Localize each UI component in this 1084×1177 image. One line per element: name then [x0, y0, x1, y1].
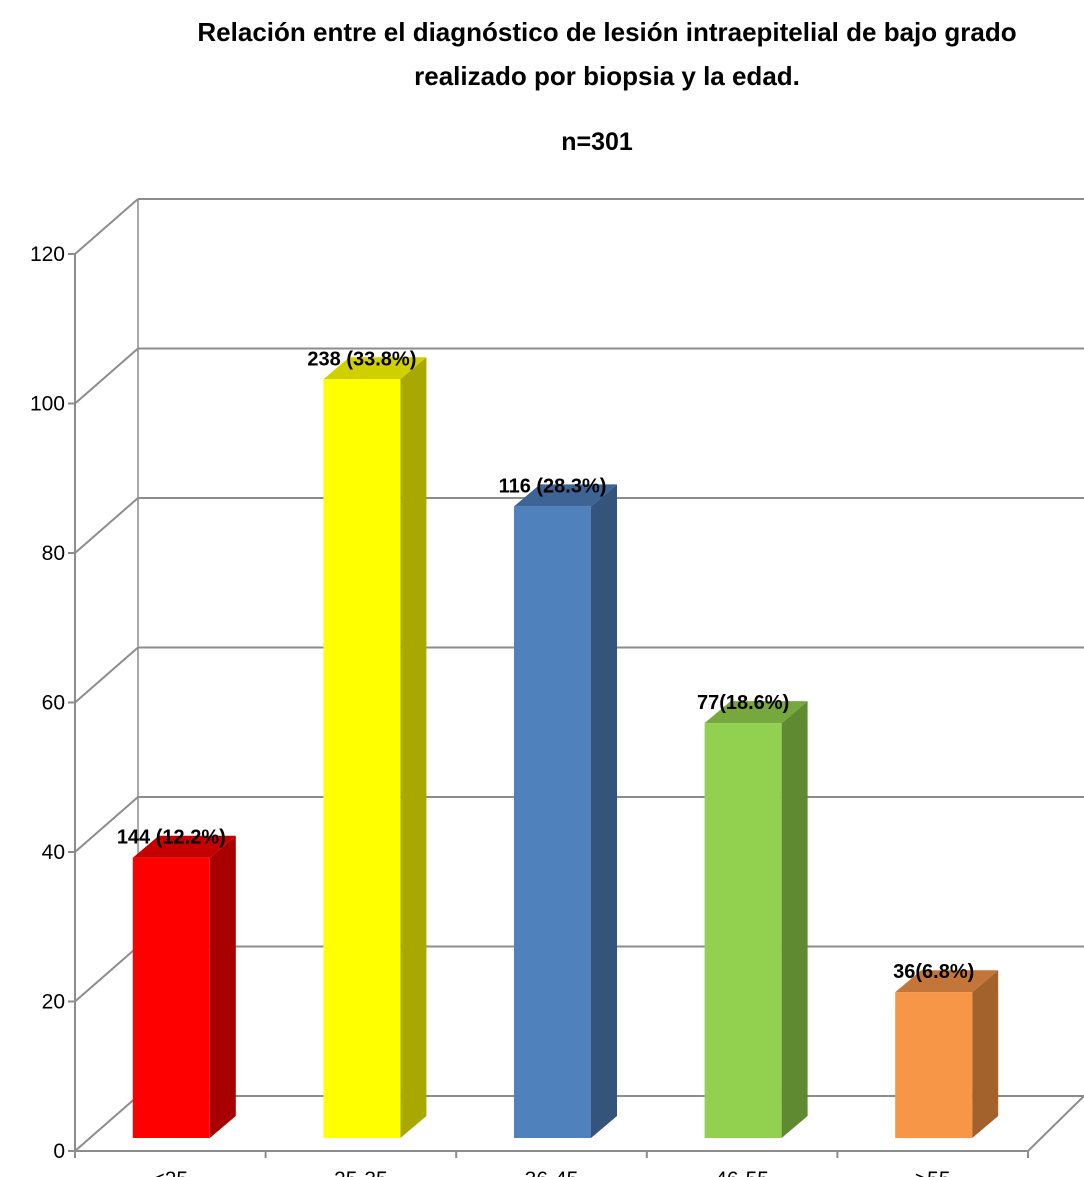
data-label-3: 77(18.6%): [697, 692, 789, 714]
data-label-0: 144 (12.2%): [117, 827, 226, 849]
gridline-depth-4: [74, 497, 139, 554]
bar-1: [323, 379, 401, 1139]
data-label-2: 116 (28.3%): [499, 475, 607, 497]
data-label-1: 238 (33.8%): [307, 348, 416, 370]
gridline-depth-1: [74, 945, 139, 1003]
gridline-depth-2: [74, 796, 139, 853]
bar-side-4: [972, 970, 999, 1138]
gridline-depth-5: [74, 347, 139, 405]
bar-side-2: [591, 484, 617, 1138]
gridline-depth-0: [74, 1095, 139, 1152]
bar-3: [704, 723, 782, 1138]
chart-subtitle: n=301: [561, 128, 633, 156]
bar-top-1: [323, 357, 427, 380]
y-tick-label-0: 0: [53, 1140, 65, 1163]
bar-side-3: [781, 701, 808, 1138]
y-tick-label-5: 100: [30, 393, 65, 416]
x-tick-label-0: <25: [152, 1168, 188, 1177]
chart-title-line1: Relación entre el diagnóstico de lesión …: [197, 17, 1017, 47]
bar-top-3: [704, 701, 808, 724]
y-tick-label-1: 20: [42, 991, 65, 1014]
y-tick-label-3: 60: [42, 692, 65, 715]
y-tick-label-4: 80: [42, 542, 65, 565]
gridline-depth-3: [74, 646, 139, 704]
bar-0: [132, 857, 210, 1138]
x-tick-label-2: 36-45: [525, 1168, 579, 1177]
x-tick-label-4: >55: [915, 1168, 951, 1177]
x-tick-label-1: 25-35: [334, 1168, 388, 1177]
chart-title-line2: realizado por biopsia y la edad.: [414, 61, 800, 91]
gridline-depth-6: [74, 198, 139, 255]
bar-2: [514, 506, 591, 1138]
data-label-4: 36(6.8%): [893, 961, 974, 983]
bar-top-0: [132, 835, 236, 858]
bar-side-0: [209, 835, 236, 1138]
y-tick-label-6: 120: [30, 243, 65, 266]
y-tick-label-2: 40: [42, 841, 65, 864]
x-tick-label-3: 46-55: [715, 1168, 769, 1177]
bar-top-2: [514, 484, 617, 507]
bar-4: [895, 992, 973, 1138]
chart-title: Relación entre el diagnóstico de lesión …: [0, 10, 1084, 98]
bar-side-1: [400, 357, 427, 1139]
floor-right-edge: [1027, 1095, 1084, 1152]
bar-top-4: [895, 970, 999, 993]
